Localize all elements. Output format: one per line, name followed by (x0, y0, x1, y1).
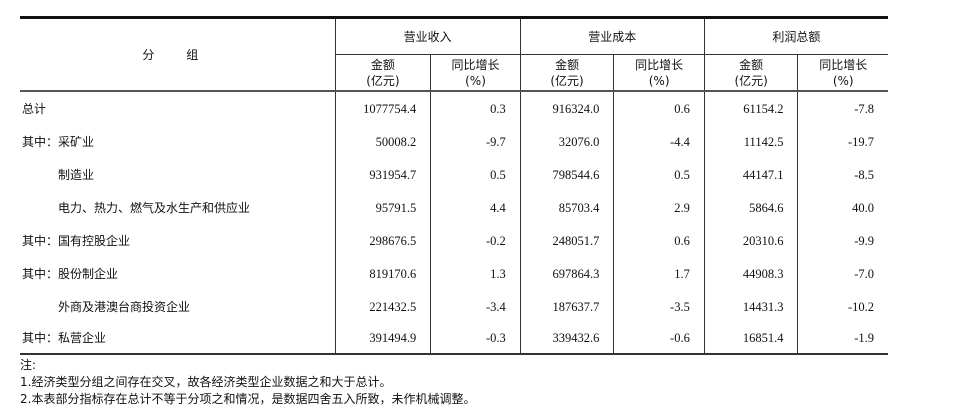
header-label: 金额 (370, 57, 395, 72)
row-label: 其中：采矿业 (20, 125, 336, 158)
row-label: 其中：私营企业 (20, 323, 336, 355)
growth-cell: -3.5 (613, 290, 705, 323)
revenue-header: 营业收入 (335, 16, 521, 55)
growth-cell: -3.4 (430, 290, 521, 323)
amount-cell: 248051.7 (520, 224, 615, 257)
table-row: 制造业 931954.7 0.5 798544.6 0.5 44147.1 -8.5 (20, 158, 888, 191)
header-label: 同比增长 (451, 57, 500, 72)
growth-header: 同比增长 (%) (797, 54, 888, 92)
growth-cell: 40.0 (852, 200, 874, 215)
group-header-label: 分 组 (142, 47, 213, 62)
amount-cell: 1077754.4 (335, 91, 432, 125)
amount-cell: 298676.5 (335, 224, 432, 257)
note-1: 1.经济类型分组之间存在交叉，故各经济类型企业数据之和大于总计。 (20, 375, 392, 389)
header-label: 金额 (555, 57, 580, 72)
growth-cell: -7.8 (854, 101, 874, 116)
amount-cell: 44147.1 (704, 158, 799, 191)
amount-cell: 14431.3 (704, 290, 799, 323)
header-label: 同比增长 (819, 57, 868, 72)
growth-cell: -4.4 (613, 125, 705, 158)
table-row: 电力、热力、燃气及水生产和供应业 95791.5 4.4 85703.4 2.9 5864… (20, 191, 888, 224)
growth-cell: 0.3 (430, 91, 521, 125)
amount-cell: 697864.3 (520, 257, 615, 290)
amount-cell: 11142.5 (704, 125, 799, 158)
growth-cell: 1.3 (430, 257, 521, 290)
table-row: 其中：私营企业 391494.9 -0.3 339432.6 -0.6 16851.4 -1… (20, 323, 888, 355)
row-label: 外商及港澳台商投资企业 (20, 290, 336, 323)
table-row: 外商及港澳台商投资企业 221432.5 -3.4 187637.7 -3.5 14431… (20, 290, 888, 323)
statistics-table: 分 组 营业收入 营业成本 利润总额 金额 (亿元) 同比增长 (%) 金额 (亿元) 同比… (20, 16, 888, 355)
growth-cell: -10.2 (847, 299, 874, 314)
amount-header: 金额 (亿元) (520, 54, 615, 92)
amount-header: 金额 (亿元) (335, 54, 432, 92)
amount-cell: 339432.6 (520, 323, 615, 355)
header-unit: (%) (832, 73, 854, 88)
amount-cell: 95791.5 (335, 191, 432, 224)
growth-cell: -9.7 (430, 125, 521, 158)
growth-cell: -9.9 (854, 233, 874, 248)
header-unit: (%) (465, 73, 486, 88)
amount-cell: 221432.5 (335, 290, 432, 323)
row-label: 其中：国有控股企业 (20, 224, 336, 257)
row-label: 电力、热力、燃气及水生产和供应业 (20, 191, 336, 224)
amount-cell: 916324.0 (520, 91, 615, 125)
profit-header: 利润总额 (704, 16, 888, 55)
growth-cell: -0.6 (613, 323, 705, 355)
growth-cell: -1.9 (797, 323, 888, 355)
amount-cell: 798544.6 (520, 158, 615, 191)
cost-header: 营业成本 (520, 16, 705, 55)
header-label: 同比增长 (635, 57, 684, 72)
note-2: 2.本表部分指标存在总计不等于分项之和情况，是数据四舍五入所致，未作机械调整。 (20, 392, 476, 406)
amount-cell: 44908.3 (704, 257, 799, 290)
header-unit: (亿元) (366, 73, 400, 88)
growth-cell: -8.5 (854, 167, 874, 182)
growth-cell: 2.9 (613, 191, 705, 224)
growth-header: 同比增长 (%) (613, 54, 705, 92)
growth-cell: -0.3 (430, 323, 521, 355)
row-label: 制造业 (20, 158, 336, 191)
header-unit: (%) (648, 73, 670, 88)
amount-cell: 187637.7 (520, 290, 615, 323)
amount-cell: 61154.2 (704, 91, 799, 125)
growth-cell: -7.0 (854, 266, 874, 281)
amount-cell: 50008.2 (335, 125, 432, 158)
amount-cell: 819170.6 (335, 257, 432, 290)
amount-header: 金额 (亿元) (704, 54, 799, 92)
header-unit: (亿元) (734, 73, 768, 88)
growth-cell: 0.6 (613, 224, 705, 257)
amount-cell: 32076.0 (520, 125, 615, 158)
table-row: 其中：股份制企业 819170.6 1.3 697864.3 1.7 44908.3 -7.… (20, 257, 888, 290)
amount-cell: 16851.4 (704, 323, 799, 355)
notes: 注: 1.经济类型分组之间存在交叉，故各经济类型企业数据之和大于总计。 2.本表… (20, 357, 888, 408)
growth-header: 同比增长 (%) (430, 54, 521, 92)
growth-cell: 0.6 (613, 91, 705, 125)
row-label: 总计 (20, 91, 336, 125)
header-unit: (亿元) (550, 73, 584, 88)
amount-cell: 5864.6 (704, 191, 799, 224)
growth-cell: 4.4 (430, 191, 521, 224)
growth-cell: 1.7 (613, 257, 705, 290)
amount-cell: 85703.4 (520, 191, 615, 224)
header-label: 金额 (739, 57, 764, 72)
growth-cell: 0.5 (613, 158, 705, 191)
table-row: 其中：国有控股企业 298676.5 -0.2 248051.7 0.6 20310.6 -… (20, 224, 888, 257)
amount-cell: 391494.9 (335, 323, 432, 355)
growth-cell: 0.5 (430, 158, 521, 191)
amount-cell: 20310.6 (704, 224, 799, 257)
page-content: 分 组 营业收入 营业成本 利润总额 金额 (亿元) 同比增长 (%) 金额 (亿元) 同比… (20, 16, 888, 408)
table-row: 其中：采矿业 50008.2 -9.7 32076.0 -4.4 11142.5 -19.7 (20, 125, 888, 158)
table-row: 总计 1077754.4 0.3 916324.0 0.6 61154.2 -7.8 (20, 91, 888, 125)
growth-cell: -0.2 (430, 224, 521, 257)
row-label: 其中：股份制企业 (20, 257, 336, 290)
amount-cell: 931954.7 (335, 158, 432, 191)
growth-cell: -19.7 (847, 134, 874, 149)
notes-title: 注: (20, 358, 37, 372)
group-header: 分 组 (20, 16, 336, 92)
